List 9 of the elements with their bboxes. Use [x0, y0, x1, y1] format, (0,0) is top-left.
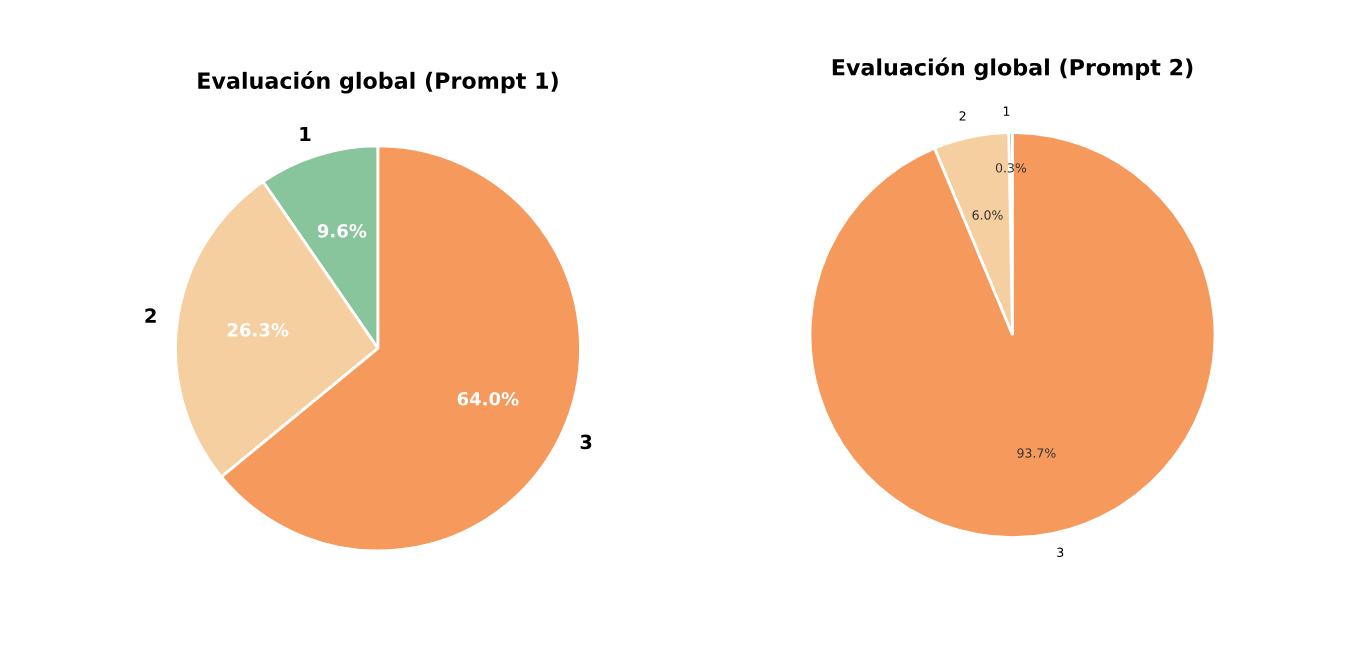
- data-label: 9.6%: [317, 223, 367, 238]
- chart-title: Evaluación global (Prompt 1): [198, 70, 558, 94]
- slice-label: 3: [580, 434, 592, 450]
- slice-label: 1: [300, 126, 311, 142]
- slice-label: 2: [145, 308, 156, 323]
- data-label: 64.0%: [457, 391, 519, 406]
- data-label: 26.3%: [227, 323, 289, 337]
- chart-title: Evaluación global (Prompt 2): [832, 57, 1193, 81]
- pie-slice: [808, 131, 1217, 539]
